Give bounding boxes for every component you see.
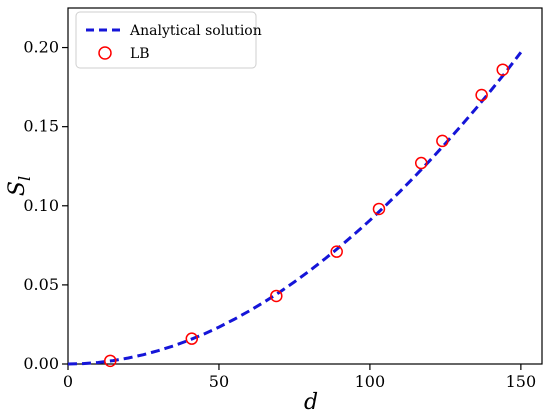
y-tick-label: 0.00	[23, 354, 59, 373]
legend-marker-lb	[98, 46, 112, 60]
lb-point	[372, 202, 386, 216]
y-tick-label: 0.05	[23, 275, 59, 294]
legend-box	[75, 11, 257, 69]
lb-point	[496, 63, 510, 76]
legend-label-lb: LB	[130, 46, 150, 62]
x-tick-label: 100	[355, 372, 386, 391]
x-tick-label: 50	[209, 372, 229, 391]
y-tick-label: 0.15	[23, 117, 59, 136]
lb-point	[104, 354, 117, 368]
lb-point	[185, 332, 199, 345]
lb-series	[104, 63, 510, 368]
lb-point	[436, 134, 449, 148]
x-axis-label: d	[304, 390, 318, 415]
y-axis-label-sub: l	[15, 176, 34, 181]
y-tick-label: 0.20	[23, 38, 59, 57]
svg-text:Sl: Sl	[5, 176, 34, 196]
y-axis-label: Sl	[5, 176, 34, 196]
y-tick-label: 0.10	[23, 196, 59, 215]
analytical-solution-series	[67, 51, 523, 366]
lb-point	[475, 88, 488, 102]
x-tick-label: 150	[506, 372, 537, 391]
y-axis-label-main: S	[5, 181, 30, 196]
lb-point	[414, 156, 428, 170]
legend-label-analytical: Analytical solution	[129, 23, 262, 39]
lb-point	[330, 245, 343, 258]
analytical-solution-line	[67, 51, 523, 366]
legend: Analytical solution LB	[75, 11, 262, 69]
lb-point	[270, 289, 283, 303]
x-tick-label: 0	[63, 372, 73, 391]
axis-ticks: 0 50 100 150 0.00 0.05 0.10 0.15 0.20	[23, 38, 536, 391]
